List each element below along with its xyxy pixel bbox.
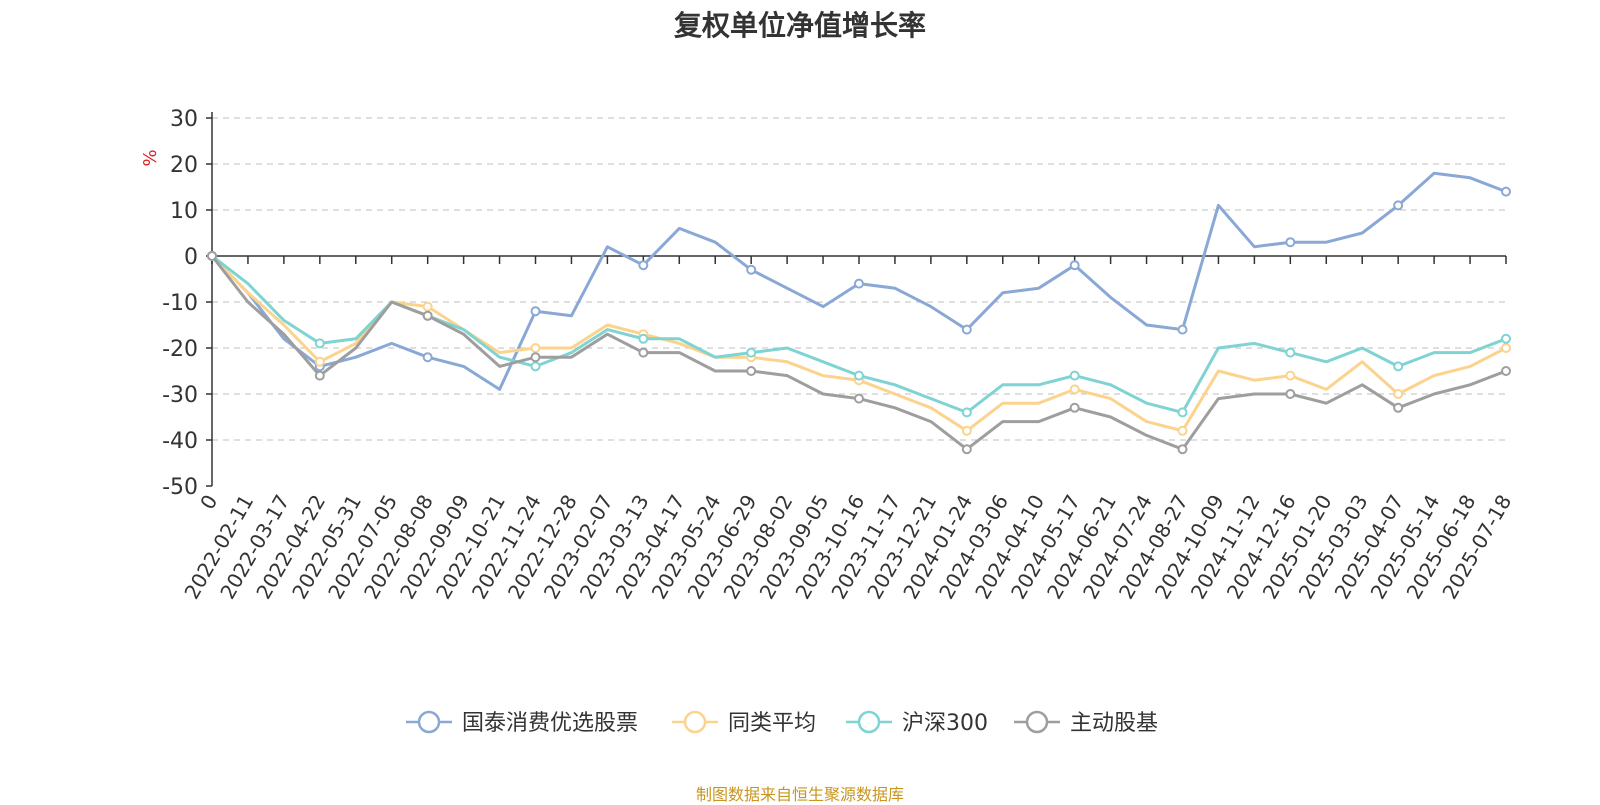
data-point — [854, 370, 864, 381]
data-point — [1393, 389, 1404, 399]
series-lines — [207, 171, 1511, 455]
legend-label: 同类平均 — [728, 711, 816, 736]
legend-marker — [857, 710, 881, 734]
legend-marker — [1025, 710, 1049, 734]
legend-label: 主动股基 — [1070, 711, 1158, 736]
data-point — [422, 301, 433, 312]
y-axis-label: % — [140, 149, 161, 166]
data-point — [422, 352, 433, 363]
data-point — [422, 310, 433, 321]
data-point — [1177, 324, 1188, 335]
data-point — [1069, 384, 1080, 395]
data-point — [746, 264, 757, 275]
data-point — [1177, 444, 1188, 455]
data-point — [1285, 237, 1296, 248]
chart-title: 复权单位净值增长率 — [673, 9, 926, 42]
legend-label: 国泰消费优选股票 — [462, 711, 638, 736]
y-tick-label: 0 — [184, 245, 198, 270]
data-point — [961, 407, 972, 418]
data-point — [207, 251, 217, 261]
data-point — [1501, 333, 1511, 344]
data-point — [1177, 425, 1188, 436]
data-point — [314, 338, 325, 349]
data-point — [854, 278, 864, 289]
data-point — [1069, 370, 1080, 381]
data-point — [638, 347, 649, 358]
data-point — [1501, 186, 1511, 197]
data-point — [638, 333, 649, 344]
y-tick-label: 10 — [170, 199, 198, 224]
data-point — [1177, 407, 1188, 418]
data-point — [746, 366, 757, 376]
data-point — [314, 370, 325, 381]
data-point — [1285, 370, 1296, 381]
data-point — [1069, 402, 1080, 413]
y-tick-label: -30 — [162, 383, 198, 408]
data-point — [530, 343, 541, 353]
y-tick-label: -40 — [162, 429, 198, 454]
data-point — [530, 352, 541, 363]
data-point — [961, 425, 972, 436]
data-point — [530, 306, 541, 317]
legend-marker — [417, 710, 441, 734]
data-point — [1285, 347, 1296, 358]
data-point — [314, 356, 325, 367]
data-point — [1501, 343, 1511, 353]
data-point — [961, 324, 972, 335]
data-point — [1285, 389, 1296, 399]
y-tick-label: -50 — [162, 475, 198, 500]
legend-marker — [683, 710, 707, 734]
data-point — [1069, 260, 1080, 271]
data-point — [854, 393, 864, 404]
source-note: 制图数据来自恒生聚源数据库 — [695, 785, 904, 804]
legend: 国泰消费优选股票 同类平均 沪深300 主动股基 — [406, 710, 1158, 736]
data-point — [961, 444, 972, 455]
y-tick-label: 20 — [170, 153, 198, 178]
y-tick-label: -20 — [162, 337, 198, 362]
data-point — [1393, 361, 1404, 372]
y-tick-label: 30 — [170, 107, 198, 132]
x-tick-label: 0 — [195, 491, 222, 514]
data-point — [1501, 366, 1511, 376]
data-point — [746, 347, 757, 358]
legend-label: 沪深300 — [902, 711, 988, 736]
y-tick-label: -10 — [162, 291, 198, 316]
data-point — [1393, 402, 1404, 413]
data-point — [530, 361, 541, 372]
data-point — [638, 260, 649, 271]
data-point — [1393, 200, 1404, 211]
